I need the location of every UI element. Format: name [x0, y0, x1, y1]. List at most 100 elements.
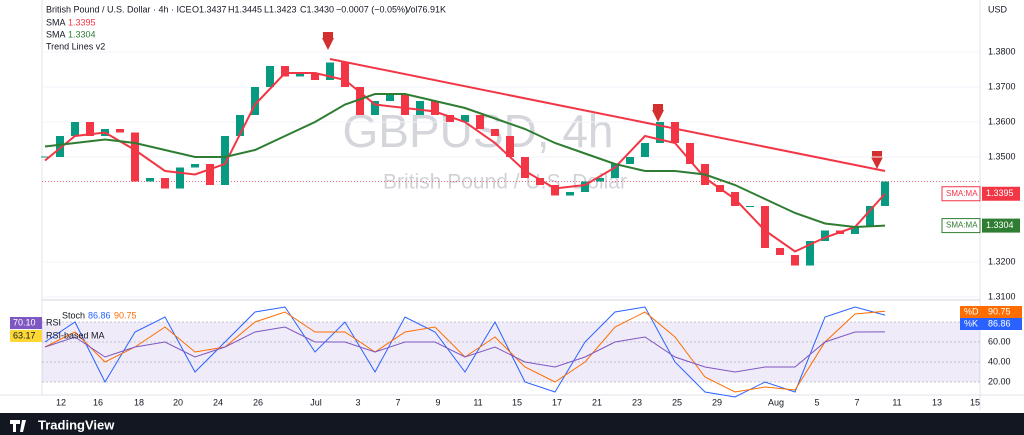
candle: [626, 157, 634, 164]
footer-bar: [0, 413, 1024, 435]
candle: [341, 62, 349, 87]
x-tick-label: 16: [93, 397, 103, 407]
candle: [146, 178, 154, 182]
y-tick-label: 1.3600: [988, 116, 1016, 126]
candle: [296, 73, 304, 77]
candle: [656, 122, 664, 143]
x-tick-label: 3: [355, 397, 360, 407]
x-tick-label: 11: [473, 397, 482, 407]
brand-logo: [10, 420, 26, 432]
candle: [641, 143, 649, 157]
rsi-tag-label: 70.10: [13, 317, 36, 327]
x-tick-label: Jul: [310, 397, 322, 407]
sma-value: 1.3395: [68, 17, 96, 27]
candle: [401, 94, 409, 115]
candle: [536, 178, 544, 185]
stoch-band: [42, 322, 980, 382]
candle: [56, 136, 64, 157]
x-tick-label: 17: [552, 397, 562, 407]
x-tick-label: 24: [213, 397, 223, 407]
candle: [281, 66, 289, 77]
candle: [491, 129, 499, 136]
y-tick-label: 1.3100: [988, 291, 1016, 301]
candle: [551, 185, 559, 196]
candle: [251, 87, 259, 115]
candle: [116, 129, 124, 133]
sma-name: SMA: [46, 17, 66, 27]
sma-tag: [941, 218, 981, 234]
y-tick-label: 1.3500: [988, 151, 1016, 161]
candle: [461, 115, 469, 122]
currency: USD: [988, 4, 1008, 14]
legend-d: 90.75: [114, 310, 137, 320]
candle: [761, 206, 769, 248]
symbol: British Pound / U.S. Dollar · 4h · ICE: [46, 4, 192, 14]
x-tick-label: 29: [712, 397, 722, 407]
y-tick-label: 40.00: [988, 356, 1011, 366]
candle: [416, 101, 424, 115]
legend-stoch: Stoch: [62, 310, 85, 320]
legend-rsi-ma: RSI-based MA: [46, 330, 105, 340]
x-tick-label: 5: [814, 397, 819, 407]
x-tick-label: 7: [854, 397, 859, 407]
x-tick-label: 23: [632, 397, 642, 407]
volume: Vol76.91K: [405, 4, 446, 14]
candle: [611, 164, 619, 178]
ohlc-open: O1.3437: [192, 4, 227, 14]
candle: [581, 181, 589, 192]
x-tick-label: 15: [512, 397, 522, 407]
x-tick-label: 15: [970, 397, 980, 407]
candle: [851, 227, 859, 234]
ohlc-high: H1.3445: [228, 4, 262, 14]
candle: [806, 241, 814, 266]
sma-tag-label: SMA:MA: [946, 221, 978, 230]
candle: [176, 167, 184, 189]
candle: [266, 66, 274, 87]
sma-line: [44, 72, 886, 253]
x-tick-label: 21: [592, 397, 602, 407]
sma-value: 1.3304: [68, 29, 96, 39]
brand: TradingView: [38, 417, 115, 432]
ohlc-close: C1.3430: [300, 4, 334, 14]
x-tick-label: 9: [435, 397, 440, 407]
price-tag: [982, 186, 1020, 201]
candle: [446, 115, 454, 122]
candle: [506, 136, 514, 157]
sma-name: SMA: [46, 29, 66, 39]
candle: [521, 157, 529, 178]
osc-tag: [960, 306, 1022, 318]
candle: [326, 62, 334, 80]
x-tick-label: 25: [672, 397, 682, 407]
candle: [686, 143, 694, 164]
rsi-tag: [10, 317, 42, 329]
candle: [371, 101, 379, 115]
y-tick-label: 1.3200: [988, 256, 1016, 266]
change: −0.0007 (−0.05%): [336, 4, 408, 14]
candle: [866, 206, 874, 227]
legend-k: 86.86: [88, 310, 111, 320]
candle: [776, 248, 784, 255]
sma-tag-label: SMA:MA: [946, 189, 978, 198]
x-tick-label: 11: [892, 397, 901, 407]
candle: [161, 178, 169, 189]
osc-tag-value: 90.75: [988, 306, 1011, 316]
arrow-marker: [652, 104, 664, 122]
y-tick-label: 20.00: [988, 376, 1011, 386]
candle: [596, 178, 604, 182]
x-tick-label: Aug: [768, 397, 784, 407]
y-tick-label: 60.00: [988, 336, 1011, 346]
candle: [431, 101, 439, 115]
x-tick-label: 18: [134, 397, 144, 407]
legend-rsi: RSI: [46, 317, 61, 327]
trendline: [329, 58, 886, 172]
candle: [71, 122, 79, 136]
candle: [746, 206, 754, 207]
rsi-ma-tag: [10, 330, 42, 342]
oscillator-line: [44, 306, 886, 398]
ohlc-low: L1.3423: [264, 4, 297, 14]
x-tick-label: 12: [56, 397, 66, 407]
sma-line: [44, 93, 886, 229]
candle: [206, 164, 214, 185]
oscillator-line: [44, 326, 886, 373]
